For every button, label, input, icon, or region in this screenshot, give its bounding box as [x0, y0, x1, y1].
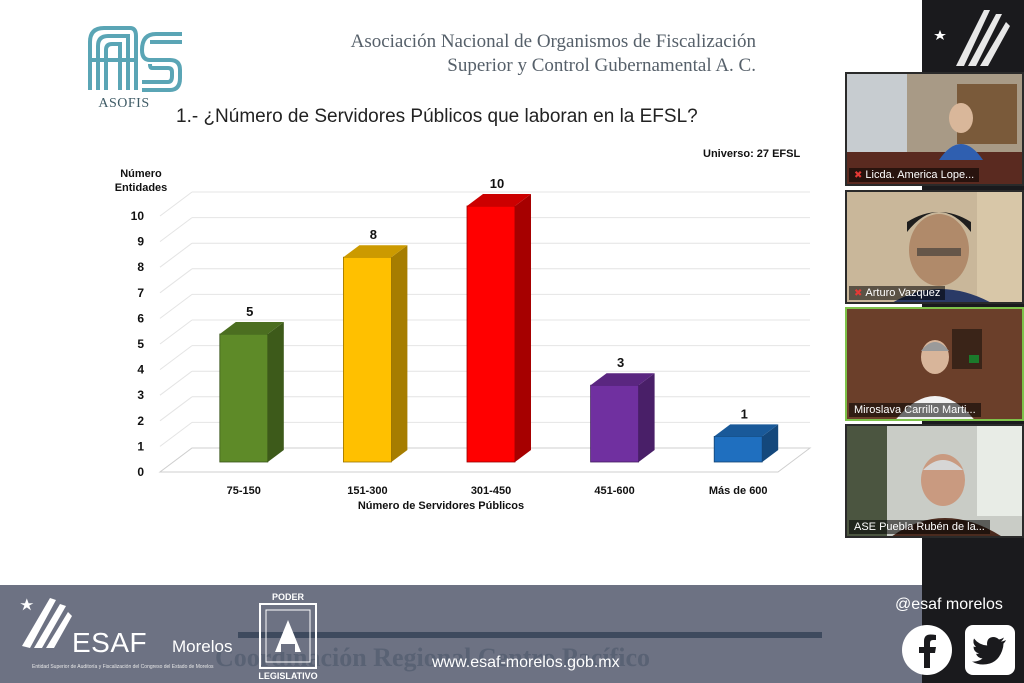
x-axis-title: Número de Servidores Públicos — [358, 500, 524, 512]
x-tick-label: 451-600 — [594, 485, 634, 497]
esaf-wing-icon — [20, 598, 72, 648]
participant-video-2 — [847, 192, 1022, 302]
bar-side — [638, 373, 655, 462]
org-name-line2: Superior y Control Gubernamental A. C. — [447, 55, 756, 76]
bar-top — [590, 373, 655, 386]
bar — [219, 333, 269, 463]
footer-divider — [238, 632, 822, 638]
participant-tile-1[interactable]: ✖ Licda. America Lope... — [845, 72, 1024, 186]
twitter-icon[interactable] — [964, 624, 1016, 676]
x-tick-label: 75-150 — [227, 485, 261, 497]
gridline-side — [159, 396, 193, 422]
bar-top — [219, 322, 284, 334]
y-tick-label: 5 — [137, 337, 144, 351]
gridline-side — [159, 217, 193, 243]
social-handle: @esaf morelos — [895, 596, 1003, 613]
y-axis-title-line2: Entidades — [114, 182, 168, 194]
mic-muted-icon: ✖ — [854, 170, 863, 181]
participant-name-3: Miroslava Carrillo Marti... — [849, 403, 981, 417]
x-tick-label: Más de 600 — [709, 485, 768, 497]
slide-title: 1.- ¿Número de Servidores Públicos que l… — [176, 106, 698, 127]
gridline-side — [159, 293, 193, 319]
participant-tile-2[interactable]: ✖ Arturo Vazquez — [845, 190, 1024, 304]
bar — [713, 435, 763, 463]
participant-name-2: ✖ Arturo Vazquez — [849, 286, 946, 300]
org-name-line1: Asociación Nacional de Organismos de Fis… — [350, 31, 756, 52]
esaf-corner-logo — [922, 0, 1024, 72]
asofis-label: ASOFIS — [98, 96, 150, 111]
gridline-side — [159, 242, 193, 268]
participant-video-4 — [847, 426, 1022, 536]
gridline-side — [159, 345, 193, 371]
gridline-side — [159, 319, 193, 345]
bar — [466, 205, 516, 463]
participant-label-2: Arturo Vazquez — [865, 287, 941, 299]
universe-label: Universo: 27 EFSL — [703, 148, 801, 160]
y-tick-label: 4 — [137, 363, 144, 377]
gridline-side — [159, 370, 193, 396]
bar-chart: 0 1 2 3 4 5 6 7 8 9 10 5 75-150 8 151-300 10 301-450 3 451… — [131, 176, 812, 512]
bar — [342, 256, 392, 463]
participant-tile-3[interactable]: Miroslava Carrillo Marti... — [845, 307, 1024, 421]
participant-name-4: ASE Puebla Rubén de la... — [849, 520, 990, 534]
bar-side — [267, 322, 284, 462]
y-tick-label: 7 — [137, 286, 144, 300]
presentation-slide: ASOFIS Asociación Nacional de Organismos… — [84, 20, 812, 512]
data-label: 8 — [370, 227, 377, 242]
seal-top-text: PODER — [272, 592, 305, 602]
x-tick-label: 301-450 — [471, 485, 511, 497]
esaf-brand-sub: Morelos — [172, 637, 233, 656]
website-link[interactable]: www.esaf-morelos.gob.mx — [432, 654, 620, 671]
seal-bottom-text: LEGISLATIVO — [258, 671, 317, 681]
y-tick-label: 10 — [131, 209, 145, 223]
poder-legislativo-seal: PODER LEGISLATIVO — [258, 592, 317, 681]
y-axis-title-line1: Número — [120, 168, 162, 180]
mic-muted-icon: ✖ — [854, 288, 863, 299]
x-tick-label: 151-300 — [347, 485, 387, 497]
y-tick-label: 8 — [137, 260, 144, 274]
bar-top — [714, 424, 779, 437]
organization-name: Asociación Nacional de Organismos de Fis… — [280, 30, 756, 78]
data-label: 3 — [617, 355, 624, 370]
y-tick-label: 9 — [137, 235, 144, 249]
y-tick-label: 3 — [137, 388, 144, 402]
y-axis-title: Número Entidades — [110, 167, 172, 195]
bar-top — [343, 245, 408, 258]
asofis-logo — [84, 20, 186, 118]
bar — [590, 384, 639, 463]
bar-side — [515, 194, 531, 462]
data-label: 5 — [246, 304, 253, 319]
esaf-fine-print: Entidad Superior de Auditoría y Fiscaliz… — [32, 664, 214, 670]
gridline-side — [159, 191, 193, 217]
y-tick-label: 6 — [137, 311, 144, 325]
gridline-side — [159, 268, 193, 294]
data-label: 10 — [490, 176, 504, 191]
y-tick-label: 0 — [137, 465, 144, 479]
participant-name-1: ✖ Licda. America Lope... — [849, 168, 980, 182]
bar-side — [391, 245, 408, 462]
participant-label-1: Licda. America Lope... — [865, 169, 975, 181]
esaf-brand: ESAF — [72, 627, 148, 658]
y-tick-label: 1 — [137, 439, 144, 453]
y-tick-label: 2 — [137, 414, 144, 428]
bar-top — [467, 194, 531, 206]
gridline-side — [159, 421, 193, 447]
data-label: 1 — [741, 406, 748, 421]
participant-tile-4[interactable]: ASE Puebla Rubén de la... — [845, 424, 1024, 538]
facebook-icon[interactable] — [901, 624, 953, 676]
bar-side — [762, 424, 779, 462]
